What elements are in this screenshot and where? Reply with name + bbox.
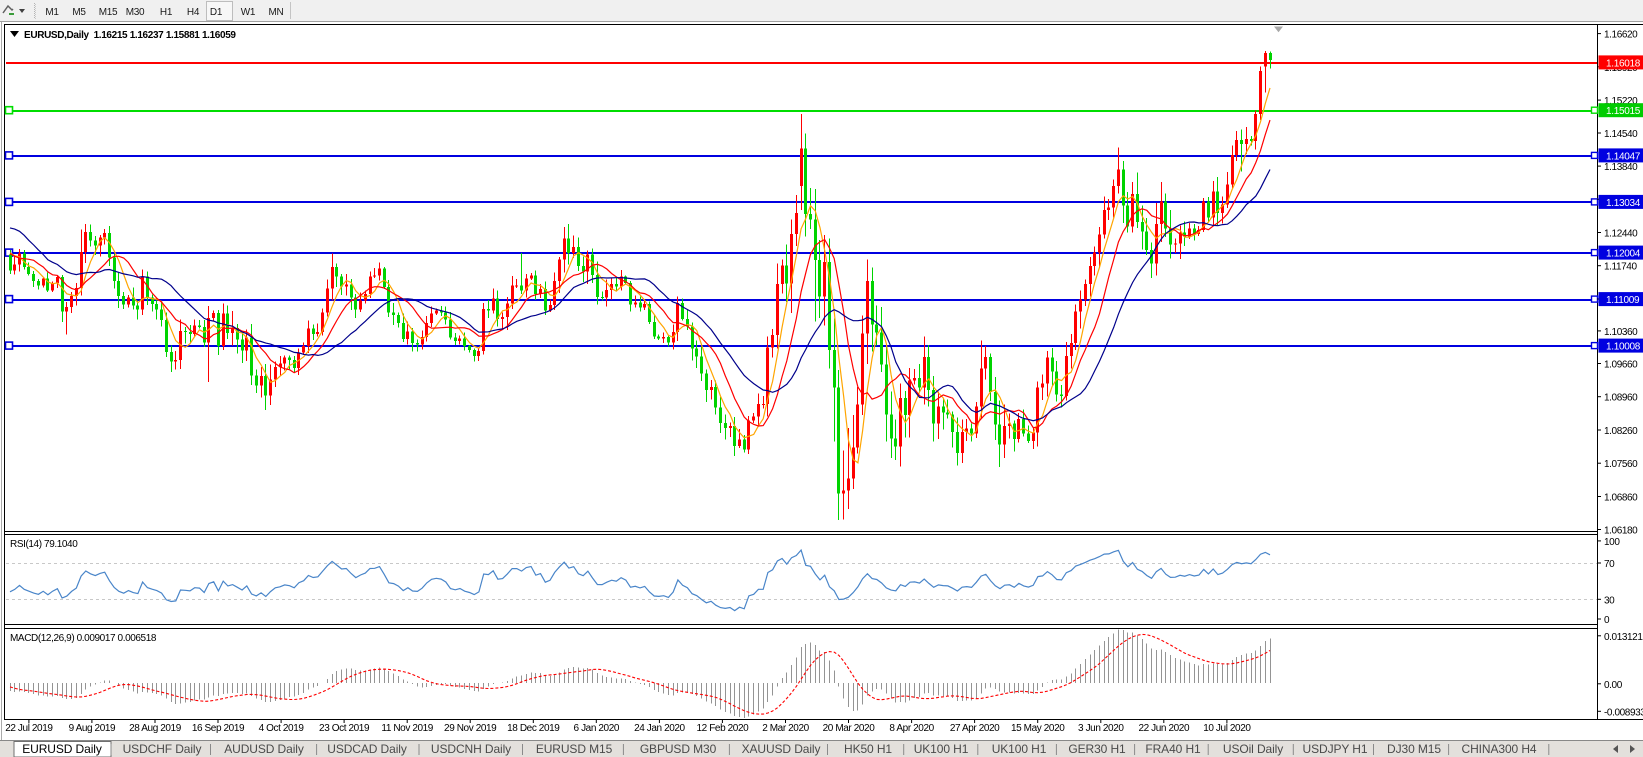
- svg-text:FRA40 H1: FRA40 H1: [1145, 742, 1201, 756]
- svg-text:1.12440: 1.12440: [1604, 229, 1638, 240]
- svg-text:USDCHF Daily: USDCHF Daily: [123, 742, 202, 756]
- svg-text:27 Apr 2020: 27 Apr 2020: [950, 723, 1000, 734]
- svg-text:0: 0: [1604, 615, 1610, 626]
- svg-text:0.00: 0.00: [1604, 680, 1623, 691]
- svg-text:UK100 H1: UK100 H1: [914, 742, 969, 756]
- svg-text:-0.008933: -0.008933: [1604, 707, 1643, 718]
- svg-text:1.06180: 1.06180: [1604, 526, 1638, 537]
- svg-text:CHINA300 H4: CHINA300 H4: [1462, 742, 1537, 756]
- svg-text:8 Apr 2020: 8 Apr 2020: [889, 723, 934, 734]
- svg-text:29 Nov 2019: 29 Nov 2019: [444, 723, 497, 734]
- svg-text:MN: MN: [269, 7, 284, 18]
- svg-text:MACD(12,26,9) 0.009017 0.00651: MACD(12,26,9) 0.009017 0.006518: [10, 633, 157, 644]
- svg-text:M15: M15: [99, 7, 118, 18]
- svg-text:M5: M5: [72, 7, 86, 18]
- svg-text:6 Jan 2020: 6 Jan 2020: [574, 723, 620, 734]
- svg-text:USDJPY H1: USDJPY H1: [1303, 742, 1368, 756]
- svg-text:1.10008: 1.10008: [1606, 342, 1641, 353]
- svg-text:2 Mar 2020: 2 Mar 2020: [762, 723, 809, 734]
- svg-text:0.013121: 0.013121: [1604, 632, 1643, 643]
- svg-text:AUDUSD Daily: AUDUSD Daily: [224, 742, 304, 756]
- svg-text:1.16620: 1.16620: [1604, 30, 1638, 41]
- svg-text:USOil Daily: USOil Daily: [1223, 742, 1283, 756]
- svg-text:H4: H4: [187, 7, 200, 18]
- svg-text:M30: M30: [126, 7, 145, 18]
- svg-text:1.16018: 1.16018: [1606, 58, 1641, 69]
- svg-text:70: 70: [1604, 559, 1615, 570]
- svg-text:1.11740: 1.11740: [1604, 262, 1637, 273]
- svg-text:1.06860: 1.06860: [1604, 493, 1638, 504]
- svg-text:11 Nov 2019: 11 Nov 2019: [381, 723, 433, 734]
- svg-text:1.13840: 1.13840: [1604, 162, 1638, 173]
- svg-text:30: 30: [1604, 595, 1615, 606]
- svg-text:GBPUSD M30: GBPUSD M30: [640, 742, 717, 756]
- svg-text:22 Jul 2019: 22 Jul 2019: [5, 723, 53, 734]
- svg-text:1.12004: 1.12004: [1606, 249, 1641, 260]
- svg-text:1.15220: 1.15220: [1604, 96, 1638, 107]
- svg-text:UK100 H1: UK100 H1: [992, 742, 1047, 756]
- svg-text:22 Jun 2020: 22 Jun 2020: [1138, 723, 1189, 734]
- svg-text:RSI(14) 79.1040: RSI(14) 79.1040: [10, 539, 78, 550]
- svg-text:1.15015: 1.15015: [1606, 106, 1641, 117]
- svg-text:1.08960: 1.08960: [1604, 393, 1638, 404]
- svg-text:1.14540: 1.14540: [1604, 129, 1638, 140]
- svg-text:USDCNH Daily: USDCNH Daily: [431, 742, 511, 756]
- svg-text:GER30 H1: GER30 H1: [1068, 742, 1126, 756]
- svg-text:D1: D1: [210, 7, 223, 18]
- svg-text:28 Aug 2019: 28 Aug 2019: [129, 723, 182, 734]
- svg-text:9 Aug 2019: 9 Aug 2019: [69, 723, 116, 734]
- svg-text:4 Oct 2019: 4 Oct 2019: [259, 723, 305, 734]
- svg-text:1.08260: 1.08260: [1604, 426, 1638, 437]
- svg-text:M1: M1: [45, 7, 59, 18]
- svg-text:DJ30 M15: DJ30 M15: [1387, 742, 1441, 756]
- svg-text:23 Oct 2019: 23 Oct 2019: [319, 723, 370, 734]
- svg-text:16 Sep 2019: 16 Sep 2019: [192, 723, 245, 734]
- svg-text:W1: W1: [241, 7, 256, 18]
- svg-text:1.11009: 1.11009: [1606, 295, 1640, 306]
- svg-text:15 May 2020: 15 May 2020: [1011, 723, 1065, 734]
- svg-text:1.09660: 1.09660: [1604, 360, 1638, 371]
- svg-text:HK50 H1: HK50 H1: [844, 742, 892, 756]
- svg-text:EURUSD Daily: EURUSD Daily: [22, 742, 102, 756]
- svg-text:20 Mar 2020: 20 Mar 2020: [823, 723, 876, 734]
- svg-text:EURUSD M15: EURUSD M15: [536, 742, 613, 756]
- svg-text:USDCAD Daily: USDCAD Daily: [327, 742, 407, 756]
- svg-text:1.07560: 1.07560: [1604, 459, 1638, 470]
- svg-text:24 Jan 2020: 24 Jan 2020: [634, 723, 685, 734]
- svg-text:18 Dec 2019: 18 Dec 2019: [507, 723, 560, 734]
- svg-text:EURUSD,Daily 1.16215 1.16237: EURUSD,Daily 1.16215 1.16237 1.15881 1.1…: [24, 30, 236, 41]
- svg-text:H1: H1: [160, 7, 173, 18]
- svg-text:1.14047: 1.14047: [1606, 151, 1641, 162]
- svg-text:10 Jul 2020: 10 Jul 2020: [1203, 723, 1251, 734]
- svg-text:1.10360: 1.10360: [1604, 327, 1638, 338]
- svg-text:XAUUSD Daily: XAUUSD Daily: [742, 742, 821, 756]
- svg-text:12 Feb 2020: 12 Feb 2020: [697, 723, 750, 734]
- svg-text:100: 100: [1604, 537, 1620, 548]
- svg-text:1.13034: 1.13034: [1606, 198, 1641, 209]
- svg-text:3 Jun 2020: 3 Jun 2020: [1078, 723, 1124, 734]
